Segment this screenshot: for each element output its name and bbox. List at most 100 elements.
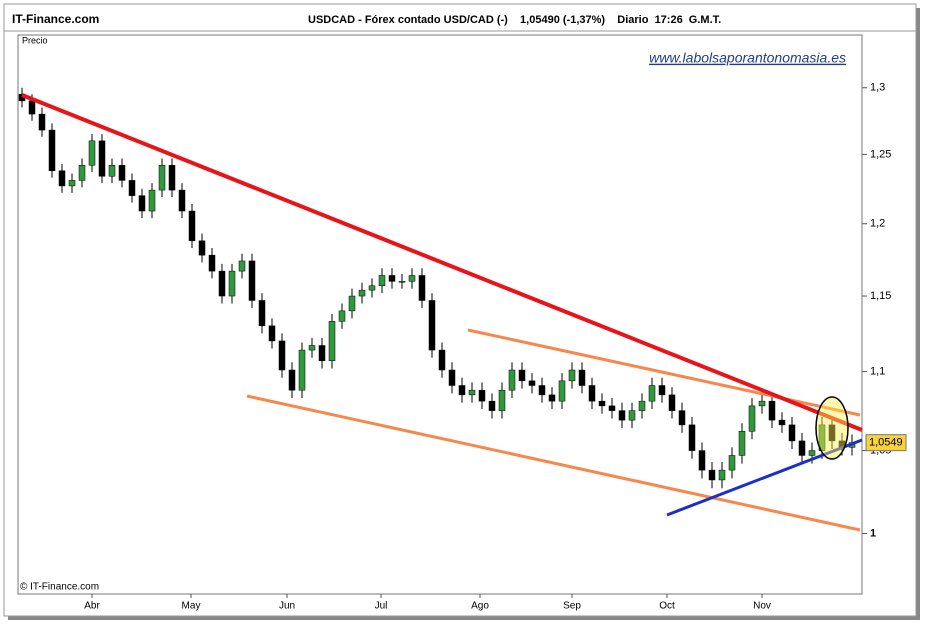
candle-body	[318, 345, 326, 362]
candle-body	[348, 295, 356, 312]
candle-body	[788, 424, 796, 442]
candle-body	[598, 400, 606, 407]
candle-body	[338, 310, 346, 322]
plot-area	[17, 34, 863, 595]
candle-body	[228, 270, 236, 297]
candle-body	[208, 254, 216, 272]
candle-body	[398, 281, 406, 283]
candle-body	[678, 410, 686, 426]
candle-body	[58, 170, 66, 187]
brand: IT-Finance.com	[12, 12, 99, 26]
candle-body	[668, 394, 676, 411]
candle-body	[388, 275, 396, 282]
candle-body	[358, 289, 366, 297]
y-tick-label: 1,3	[870, 82, 885, 94]
candle-body	[658, 385, 666, 396]
x-tick-label: Jun	[279, 601, 295, 612]
lower-channel-line	[246, 394, 861, 532]
candle-body	[808, 450, 816, 456]
candle-body	[258, 300, 266, 327]
support-line	[666, 438, 863, 517]
candle-body	[328, 321, 336, 362]
candle-body	[718, 469, 726, 481]
candle-body	[738, 431, 746, 456]
candle-body	[128, 180, 136, 196]
candle-body	[648, 385, 656, 402]
candle-body	[508, 369, 516, 391]
candle-body	[138, 195, 146, 212]
candle-body	[298, 349, 306, 391]
candle-body	[688, 424, 696, 451]
candle-body	[178, 189, 186, 212]
candle-body	[538, 385, 546, 396]
candle-body	[118, 165, 126, 181]
candle-body	[418, 275, 426, 301]
candle-body	[458, 385, 466, 396]
candle-body	[198, 240, 206, 256]
y-tick-label: 1,15	[870, 290, 891, 302]
y-tick-label: 1,1	[870, 365, 885, 377]
candle-body	[608, 405, 616, 411]
x-tick-label: Ago	[471, 601, 489, 612]
x-tick-label: May	[182, 601, 201, 612]
candle-body	[368, 285, 376, 291]
x-tick-label: Jul	[375, 601, 388, 612]
candle-body	[98, 140, 106, 177]
candle-body	[798, 440, 806, 456]
header-title: USDCAD - Fórex contado USD/CAD (-) 1,054…	[308, 14, 721, 26]
y-axis-title: Precio	[22, 35, 48, 45]
x-tick-label: Oct	[659, 601, 675, 612]
candle-body	[28, 100, 36, 115]
marks	[18, 87, 856, 489]
candle-body	[548, 394, 556, 402]
candle-body	[148, 189, 156, 212]
candle-body	[628, 410, 636, 421]
candle-body	[828, 424, 836, 442]
candle-body	[188, 210, 196, 242]
y-tick-label: 1	[870, 527, 876, 539]
x-tick-label: Nov	[753, 601, 771, 612]
candle-body	[778, 419, 786, 426]
candle-body	[408, 275, 416, 282]
candle-body	[518, 369, 526, 382]
candle-body	[428, 300, 436, 351]
candle-body	[218, 270, 226, 297]
candle-body	[438, 349, 446, 371]
copyright: © IT-Finance.com	[20, 582, 99, 593]
candle-body	[38, 113, 46, 131]
candle-body	[478, 389, 486, 402]
candle-body	[308, 345, 316, 351]
candle-body	[158, 165, 166, 191]
candle-body	[88, 140, 96, 166]
upper-channel-line	[467, 328, 861, 417]
candle-body	[698, 450, 706, 471]
resistance-line	[21, 93, 863, 432]
candle-body	[238, 260, 246, 272]
candle-body	[818, 424, 826, 451]
highlight-ellipse	[815, 396, 849, 460]
candle-body	[468, 389, 476, 396]
candle-body	[578, 369, 586, 386]
candle-body	[568, 369, 576, 382]
candle-body	[68, 180, 76, 187]
candle-body	[618, 410, 626, 421]
candle-body	[168, 165, 176, 191]
candle-body	[288, 369, 296, 391]
candle-body	[378, 275, 386, 286]
x-tick-label: Sep	[563, 601, 581, 612]
candle-body	[108, 165, 116, 177]
candle-body	[528, 380, 536, 386]
candle-body	[278, 340, 286, 371]
candle-body	[748, 405, 756, 432]
candle-body	[708, 469, 716, 481]
candle-body	[768, 400, 776, 421]
candle-body	[248, 260, 256, 301]
watermark: www.labolsaporantonomasia.es	[649, 50, 846, 66]
candle-body	[448, 369, 456, 386]
candle-body	[558, 380, 566, 402]
candle-body	[498, 389, 506, 411]
candle-body	[48, 129, 56, 172]
y-tick-label: 1,25	[870, 148, 891, 160]
